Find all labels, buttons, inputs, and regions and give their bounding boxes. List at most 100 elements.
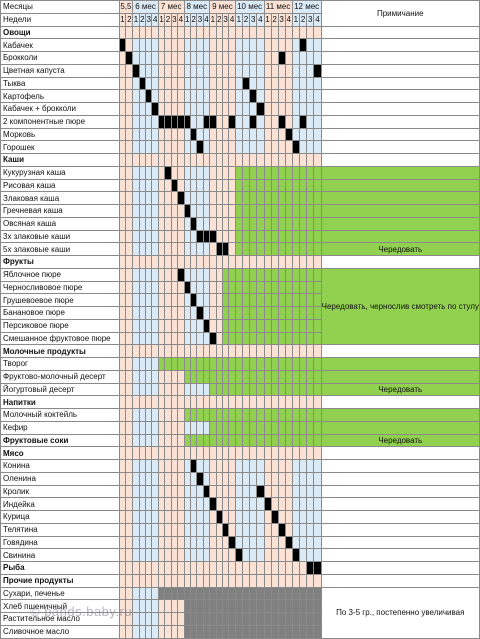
week-cell: [125, 89, 134, 103]
week-cell: [118, 497, 127, 511]
food-label: Банановое пюре: [0, 306, 120, 320]
week-cell: [118, 446, 127, 460]
week-cell: [234, 522, 243, 537]
week-cell: [263, 153, 272, 167]
food-label: 5х злаковые каши: [0, 242, 120, 256]
week-cell: [270, 165, 279, 180]
week-cell: [291, 395, 300, 409]
week-cell: [270, 561, 279, 575]
week-cell: [256, 408, 265, 422]
food-row: Свинина: [0, 548, 480, 562]
note-cell: Чередовать: [320, 382, 480, 397]
week-cell: [256, 140, 265, 154]
note-cell: [320, 548, 480, 562]
week-cell: [263, 102, 272, 116]
week-cell: [313, 395, 322, 409]
week-cell: [270, 229, 279, 244]
week-cell: [277, 599, 286, 613]
week-cell: [277, 191, 286, 205]
week-cell: [241, 318, 251, 333]
week-cell: [118, 510, 127, 524]
week-cell: [249, 420, 258, 435]
note-cell: [320, 153, 480, 167]
week-cell: [277, 216, 286, 231]
week-cell: [313, 89, 322, 103]
food-label: Брокколи: [0, 51, 120, 65]
week-cell: [118, 25, 127, 40]
week-cell: [125, 344, 134, 358]
week-cell: [118, 548, 127, 562]
week-cell: [234, 624, 243, 639]
week-cell: [125, 357, 134, 371]
week-cell: [277, 497, 286, 511]
week-cell: [249, 318, 258, 333]
food-label: Горошек: [0, 140, 120, 154]
week-cell: [125, 510, 134, 524]
week-cell: [313, 127, 322, 142]
week-cell: [270, 369, 279, 384]
note-cell: [320, 140, 480, 154]
week-cell: [298, 433, 308, 448]
week-cell: [256, 586, 265, 601]
week-cell: [298, 357, 308, 371]
food-row: Черносливовое пюре: [0, 280, 480, 295]
week-cell: [298, 446, 308, 460]
week-cell: [256, 510, 265, 524]
week-cell: [241, 102, 251, 116]
week-cell: [234, 459, 243, 473]
week-cell: [118, 255, 127, 269]
week-cell: [263, 484, 272, 499]
week-cell: [118, 331, 127, 346]
week-cell: [118, 357, 127, 371]
week-cell: [256, 178, 265, 193]
week-cell: [306, 165, 315, 180]
week-cell: [291, 357, 300, 371]
week-cell: [249, 229, 258, 244]
week-cell: [284, 369, 293, 384]
note-cell: [320, 344, 480, 358]
week-cell: [277, 331, 286, 346]
week-number: 1: [263, 12, 272, 27]
week-cell: [125, 522, 134, 537]
week-cell: [241, 267, 251, 282]
week-cell: [241, 38, 251, 52]
food-row: Брокколи: [0, 51, 480, 65]
week-cell: [298, 548, 308, 562]
week-cell: [298, 510, 308, 524]
week-cell: [234, 267, 243, 282]
week-cell: [256, 471, 265, 486]
food-label: Морковь: [0, 127, 120, 142]
week-cell: [270, 586, 279, 601]
section-label: Овощи: [0, 25, 120, 40]
week-cell: [298, 382, 308, 397]
week-cell: [118, 114, 127, 129]
week-cell: [284, 484, 293, 499]
week-cell: [270, 318, 279, 333]
week-cell: [270, 497, 279, 511]
food-row: Фруктово-молочный десерт: [0, 369, 480, 384]
week-cell: [125, 624, 134, 639]
week-cell: [256, 153, 265, 167]
note-cell: [320, 89, 480, 103]
week-cell: [256, 446, 265, 460]
food-row: Йогуртовый десерт Чередовать: [0, 382, 480, 397]
week-cell: [277, 612, 286, 626]
food-row: Кабачек: [0, 38, 480, 52]
note-cell: [320, 497, 480, 511]
week-cell: [263, 255, 272, 269]
week-cell: [256, 548, 265, 562]
week-cell: [313, 573, 322, 588]
week-cell: [234, 293, 243, 307]
food-row: Творог: [0, 357, 480, 371]
week-cell: [263, 612, 272, 626]
week-cell: [263, 382, 272, 397]
week-cell: [249, 267, 258, 282]
week-cell: [306, 408, 315, 422]
week-cell: [291, 369, 300, 384]
week-cell: [249, 548, 258, 562]
week-cell: [234, 114, 243, 129]
section-label: Прочие продукты: [0, 573, 120, 588]
week-cell: [263, 140, 272, 154]
week-cell: [313, 38, 322, 52]
